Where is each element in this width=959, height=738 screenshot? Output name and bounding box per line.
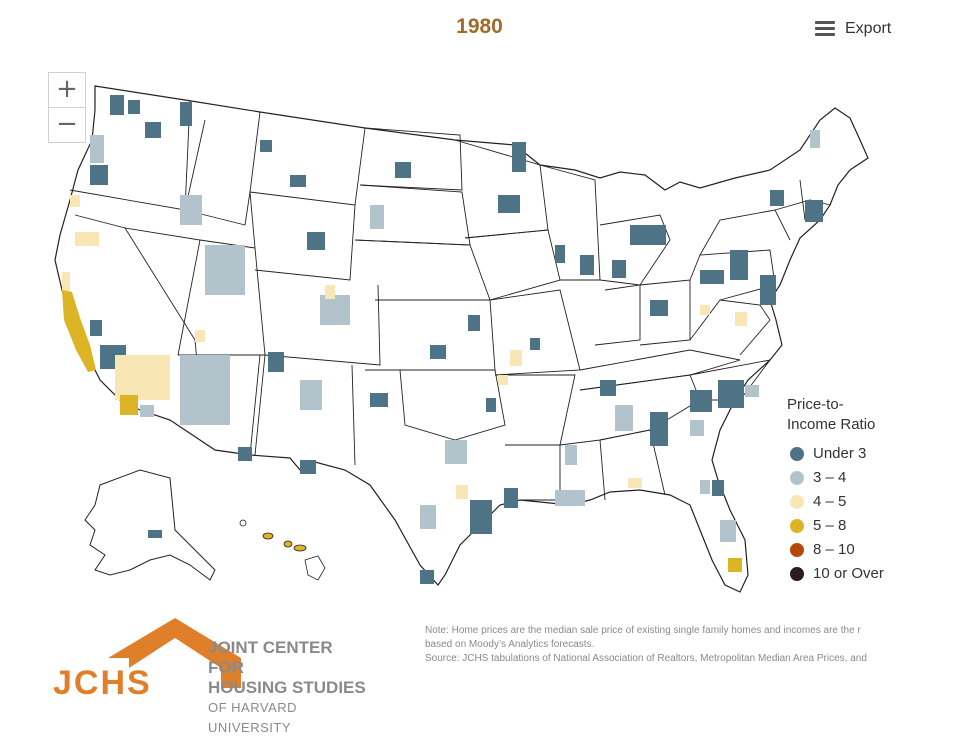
metro-areas-3-4 bbox=[90, 130, 820, 542]
legend-item-3-4[interactable]: 3 – 4 bbox=[787, 465, 884, 489]
logo-organization-name: JOINT CENTER FOR HOUSING STUDIES OF HARV… bbox=[208, 638, 373, 738]
zoom-in-button[interactable]: + bbox=[56, 74, 78, 104]
hawaii-islands bbox=[239, 519, 326, 581]
source-note: Note: Home prices are the median sale pr… bbox=[425, 624, 915, 666]
note-line-2: based on Moody’s Analytics forecasts. bbox=[425, 639, 595, 650]
legend-title-line2: Income Ratio bbox=[787, 416, 876, 433]
map-legend: Price-to- Income Ratio Under 3 3 – 4 4 –… bbox=[787, 395, 884, 585]
logo-line-1: JOINT CENTER FOR bbox=[208, 638, 333, 677]
legend-label: 3 – 4 bbox=[813, 468, 847, 486]
legend-label: 10 or Over bbox=[813, 564, 884, 582]
jchs-logo: JCHS JOINT CENTER FOR HOUSING STUDIES OF… bbox=[53, 610, 373, 735]
export-button[interactable]: Export bbox=[815, 20, 891, 38]
zoom-control: + − bbox=[48, 72, 86, 143]
note-line-3: Source: JCHS tabulations of National Ass… bbox=[425, 653, 867, 664]
logo-line-2: HOUSING STUDIES bbox=[208, 678, 366, 697]
house-roof-icon bbox=[108, 618, 241, 688]
legend-item-10-or-over[interactable]: 10 or Over bbox=[787, 561, 884, 585]
alaska-outline bbox=[84, 469, 216, 581]
legend-item-5-8[interactable]: 5 – 8 bbox=[787, 513, 884, 537]
legend-item-4-5[interactable]: 4 – 5 bbox=[787, 489, 884, 513]
legend-label: 4 – 5 bbox=[813, 492, 847, 510]
metro-areas-4-5 bbox=[62, 195, 747, 499]
legend-title: Price-to- Income Ratio bbox=[787, 395, 884, 435]
logo-abbreviation: JCHS bbox=[53, 664, 152, 702]
legend-dots bbox=[790, 447, 804, 581]
us-outline bbox=[54, 85, 869, 593]
legend-label: Under 3 bbox=[813, 444, 867, 462]
legend-item-8-10[interactable]: 8 – 10 bbox=[787, 537, 884, 561]
map-title: 1980 bbox=[456, 15, 503, 38]
legend-label: 8 – 10 bbox=[813, 540, 855, 558]
legend-label: 5 – 8 bbox=[813, 516, 847, 534]
export-label: Export bbox=[845, 20, 892, 37]
legend-title-line1: Price-to- bbox=[787, 396, 844, 413]
state-borders bbox=[69, 99, 831, 501]
zoom-out-button[interactable]: − bbox=[49, 107, 85, 142]
legend-item-under-3[interactable]: Under 3 bbox=[787, 441, 884, 465]
metro-areas-5-8 bbox=[62, 290, 742, 572]
hamburger-menu-icon bbox=[815, 21, 835, 37]
us-choropleth-map[interactable] bbox=[0, 0, 959, 718]
logo-line-3: OF HARVARD UNIVERSITY bbox=[208, 700, 298, 735]
note-line-1: Note: Home prices are the median sale pr… bbox=[425, 625, 861, 636]
